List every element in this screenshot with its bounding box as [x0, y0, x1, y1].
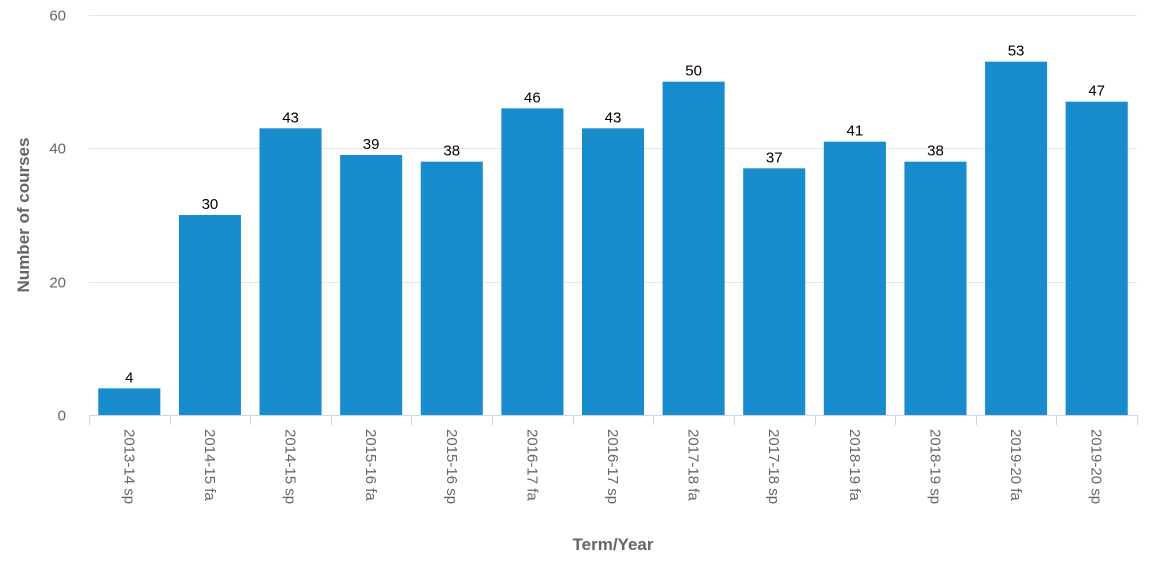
y-tick-label: 20	[49, 275, 66, 292]
data-label: 47	[1088, 83, 1105, 100]
bar	[1065, 101, 1128, 416]
bar	[259, 128, 322, 416]
x-axis-title: Term/Year	[573, 535, 654, 554]
axis-layer	[89, 415, 1138, 425]
x-tick-label: 2017-18 sp	[765, 429, 782, 504]
x-tick-label: 2016-17 fa	[523, 429, 540, 501]
bar	[581, 128, 645, 416]
y-tick-label: 40	[49, 141, 66, 158]
x-tick-label: 2018-19 fa	[846, 429, 863, 501]
data-label: 38	[443, 143, 460, 160]
bars-layer	[98, 61, 1128, 416]
bar	[823, 141, 886, 415]
data-label: 37	[766, 149, 783, 166]
data-label: 43	[282, 109, 299, 126]
x-tick-label: 2013-14 sp	[120, 429, 137, 504]
data-label: 50	[685, 63, 702, 80]
labels-layer: 0 20 40 60 4 30 43 39 38 46 43 50 37 41 38 53 47 2013-14 …	[49, 8, 1105, 505]
bar	[420, 161, 483, 415]
data-label: 4	[125, 369, 133, 386]
bar	[743, 168, 806, 415]
bar	[340, 155, 403, 415]
data-label: 46	[524, 89, 541, 106]
data-label: 53	[1008, 43, 1025, 60]
x-tick-label: 2017-18 fa	[685, 429, 702, 501]
y-tick-label: 0	[58, 408, 66, 425]
bar	[904, 161, 967, 415]
bar	[178, 215, 241, 415]
y-tick-label: 60	[49, 8, 66, 25]
x-tick-label: 2019-20 sp	[1088, 429, 1105, 504]
x-tick-label: 2018-19 sp	[926, 429, 943, 504]
bar	[985, 61, 1048, 416]
x-tick-label: 2015-16 fa	[362, 429, 379, 501]
x-tick-label: 2015-16 sp	[443, 429, 460, 504]
data-label: 30	[202, 196, 219, 213]
bar	[98, 388, 161, 415]
y-axis-title: Number of courses	[14, 138, 33, 293]
data-label: 41	[847, 123, 864, 140]
bar	[501, 108, 564, 415]
data-label: 38	[927, 143, 944, 160]
x-tick-label: 2019-20 fa	[1007, 429, 1024, 501]
data-label: 39	[363, 136, 380, 153]
x-tick-label: 2014-15 sp	[282, 429, 299, 504]
x-tick-label: 2016-17 sp	[604, 429, 621, 504]
x-tick-label: 2014-15 fa	[201, 429, 218, 501]
bar	[662, 81, 725, 416]
data-label: 43	[605, 109, 622, 126]
